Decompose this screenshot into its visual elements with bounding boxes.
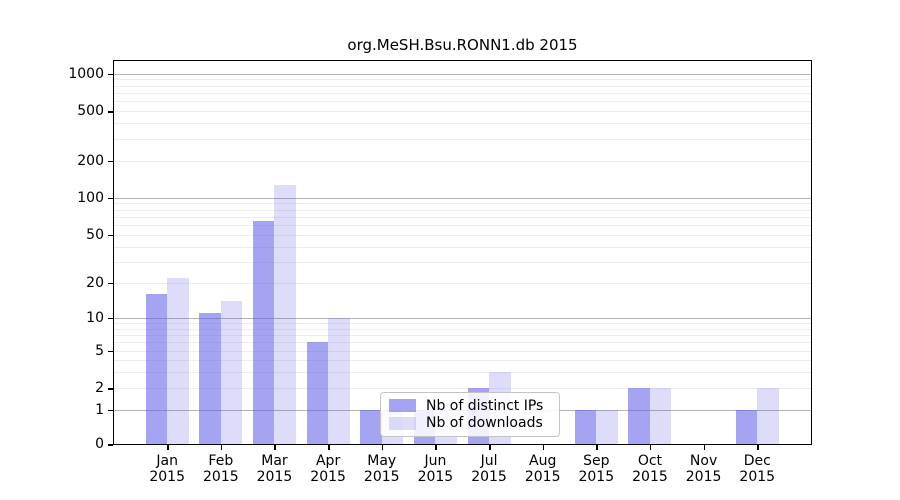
- gridline-9: [114, 322, 811, 324]
- bar-downloads-dec: [757, 388, 779, 444]
- bar-distinct-ips-sep: [574, 409, 597, 444]
- x-tick-oct: [649, 445, 652, 450]
- x-tick-label: Feb 2015: [203, 453, 239, 485]
- y-tick-0: [108, 444, 113, 446]
- y-tick-10: [108, 317, 113, 320]
- gridline-80: [114, 209, 811, 211]
- gridline-8: [114, 328, 811, 330]
- x-tick-label: Jun 2015: [417, 453, 454, 485]
- bar-distinct-ips-apr: [306, 342, 329, 444]
- gridline-7: [114, 334, 811, 336]
- gridline-6: [114, 342, 811, 344]
- gridline-60: [114, 225, 811, 227]
- x-tick-dec: [757, 445, 759, 450]
- gridline-200: [114, 160, 811, 162]
- bar-distinct-ips-may: [360, 409, 382, 444]
- bar-distinct-ips-mar: [252, 220, 275, 444]
- y-tick-label: 1: [95, 401, 104, 418]
- bar-downloads-sep: [596, 409, 618, 444]
- y-tick-label: 200: [77, 152, 104, 169]
- x-tick-label: Mar 2015: [256, 453, 293, 485]
- bar-downloads-oct: [649, 388, 672, 444]
- y-tick-1000: [108, 73, 113, 76]
- bar-downloads-feb: [220, 300, 243, 444]
- y-tick-label: 50: [86, 226, 104, 243]
- x-tick-mar: [274, 445, 276, 450]
- gridline-1000: [114, 73, 811, 75]
- gridline-50: [114, 234, 811, 236]
- legend-label-distinct-ips: Nb of distinct IPs: [426, 397, 544, 414]
- x-tick-label: Nov 2015: [685, 453, 722, 485]
- y-tick-label: 0: [95, 436, 104, 452]
- y-tick-20: [108, 282, 113, 285]
- y-tick-100: [108, 197, 113, 200]
- gridline-10: [114, 317, 811, 319]
- chart-title: org.MeSH.Bsu.RONN1.db 2015: [347, 36, 578, 54]
- x-tick-may: [381, 445, 384, 450]
- x-tick-label: Jan 2015: [149, 453, 185, 485]
- y-tick-label: 1000: [68, 65, 104, 82]
- gridline-3: [114, 372, 811, 374]
- y-tick-label: 10: [86, 309, 104, 326]
- y-tick-500: [108, 111, 113, 113]
- legend-item-downloads: Nb of downloads: [389, 415, 551, 431]
- gridline-100: [114, 197, 811, 199]
- legend-swatch-downloads-icon: [389, 416, 416, 430]
- x-tick-label: May 2015: [363, 453, 400, 485]
- x-tick-jun: [435, 445, 437, 450]
- gridline-800: [114, 85, 811, 87]
- bar-downloads-mar: [274, 184, 296, 444]
- x-tick-label: Sep 2015: [578, 453, 615, 485]
- y-tick-200: [108, 160, 113, 163]
- y-tick-2: [108, 388, 113, 390]
- gridline-300: [114, 138, 811, 140]
- x-tick-feb: [220, 445, 223, 450]
- gridline-40: [114, 246, 811, 248]
- gridline-70: [114, 216, 811, 218]
- x-tick-jul: [489, 445, 491, 450]
- gridline-30: [114, 261, 811, 263]
- legend: Nb of distinct IPs Nb of downloads: [380, 392, 560, 437]
- x-tick-jan: [167, 445, 169, 450]
- x-tick-nov: [703, 445, 706, 450]
- gridline-20: [114, 282, 811, 284]
- x-tick-label: Dec 2015: [739, 453, 776, 485]
- gridline-90: [114, 203, 811, 205]
- plot-area: [113, 60, 812, 445]
- bar-distinct-ips-oct: [628, 388, 650, 444]
- legend-label-downloads: Nb of downloads: [426, 415, 543, 432]
- x-tick-label: Aug 2015: [524, 453, 561, 485]
- legend-item-distinct-ips: Nb of distinct IPs: [389, 398, 551, 414]
- y-tick-5: [108, 350, 113, 353]
- x-tick-label: Oct 2015: [632, 453, 668, 485]
- gridline-700: [114, 92, 811, 94]
- x-tick-label: Jul 2015: [471, 453, 507, 485]
- y-tick-label: 2: [95, 380, 104, 397]
- x-tick-sep: [596, 445, 598, 450]
- y-tick-1: [108, 409, 113, 412]
- gridline-5: [114, 350, 811, 352]
- x-tick-apr: [328, 445, 330, 450]
- y-tick-50: [108, 234, 113, 237]
- y-tick-label: 20: [86, 274, 104, 291]
- y-tick-label: 5: [95, 342, 104, 359]
- x-tick-aug: [542, 445, 545, 450]
- gridline-2: [114, 388, 811, 390]
- bar-downloads-jan: [167, 277, 189, 444]
- y-tick-label: 100: [77, 189, 104, 206]
- bar-downloads-apr: [328, 317, 350, 444]
- bar-distinct-ips-feb: [199, 313, 221, 444]
- x-tick-label: Apr 2015: [310, 453, 346, 485]
- bar-distinct-ips-dec: [735, 409, 758, 444]
- gridline-4: [114, 360, 811, 362]
- gridline-500: [114, 111, 811, 113]
- bar-distinct-ips-jan: [145, 294, 168, 444]
- y-tick-label: 500: [77, 103, 104, 120]
- gridline-900: [114, 79, 811, 81]
- legend-swatch-distinct-ips-icon: [389, 399, 416, 413]
- gridline-400: [114, 123, 811, 125]
- gridline-600: [114, 101, 811, 103]
